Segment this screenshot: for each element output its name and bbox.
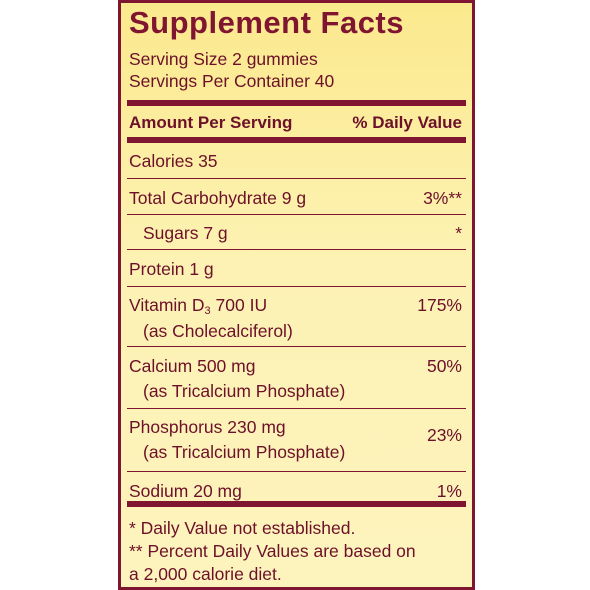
nutrient-name: Protein [129,259,185,279]
supplement-facts-panel: Supplement Facts Serving Size 2 gummies … [118,0,475,590]
nutrient-row-vitamin-d3: Vitamin D3 700 IU 175% (as Cholecalcifer… [129,295,464,342]
nutrient-amount: 1 g [189,259,214,279]
amount-per-serving-label: Amount Per Serving [129,113,293,132]
medium-divider [127,137,466,143]
nutrient-amount: 20 mg [193,481,242,501]
nutrient-row-calories: Calories 35 [129,151,464,172]
nutrient-name: Phosphorus [129,417,223,437]
nutrient-subscript: 3 [204,305,211,317]
thick-divider [127,100,466,106]
daily-value: * [455,223,462,243]
nutrient-row-protein: Protein 1 g [129,259,464,280]
daily-value: 23% [426,425,462,445]
nutrient-row-calcium: Calcium 500 mg 50% (as Tricalcium Phosph… [129,356,464,402]
row-divider [127,471,466,472]
nutrient-name: Sugars [143,223,199,243]
row-divider [127,178,466,179]
nutrient-amount: 35 [198,151,218,171]
nutrient-amount: 9 g [281,188,307,208]
footnote-calorie-diet: a 2,000 calorie diet. [129,564,282,584]
nutrient-source: (as Tricalcium Phosphate) [143,442,346,462]
nutrient-name: Sodium [129,481,189,501]
nutrient-source: (as Cholecalciferol) [143,321,293,341]
column-header: Amount Per Serving % Daily Value [129,113,464,133]
serving-size: Serving Size 2 gummies [129,49,318,69]
footnote-percent-basis: ** Percent Daily Values are based on [129,541,416,561]
nutrient-name: Total Carbohydrate [129,188,277,208]
bottom-divider [127,501,466,507]
nutrient-row-phosphorus: Phosphorus 230 mg 23% (as Tricalcium Pho… [129,417,464,463]
nutrient-row-total-carbohydrate: Total Carbohydrate 9 g 3%** [129,188,464,209]
daily-value: 3%** [423,188,462,208]
row-divider [127,286,466,287]
servings-per-container: Servings Per Container 40 [129,71,335,91]
panel-title: Supplement Facts [129,5,404,40]
nutrient-row-sugars: Sugars 7 g * [129,223,464,244]
daily-value: 1% [436,481,462,501]
nutrient-amount: 7 g [203,223,228,243]
nutrient-row-sodium: Sodium 20 mg 1% [129,481,464,502]
row-divider [127,346,466,347]
nutrient-amount: 700 IU [215,295,268,315]
footnote-daily-value: * Daily Value not established. [129,518,356,538]
row-divider [127,249,466,250]
nutrient-amount: 500 mg [197,356,256,376]
daily-value-label: % Daily Value [352,113,462,132]
nutrient-source: (as Tricalcium Phosphate) [143,381,346,401]
row-divider [127,408,466,409]
row-divider [127,214,466,215]
nutrient-name: Calories [129,151,194,171]
daily-value: 50% [426,356,462,376]
daily-value: 175% [417,295,462,315]
nutrient-name: Calcium [129,356,193,376]
nutrient-name: Vitamin D [129,295,205,315]
nutrient-amount: 230 mg [227,417,286,437]
